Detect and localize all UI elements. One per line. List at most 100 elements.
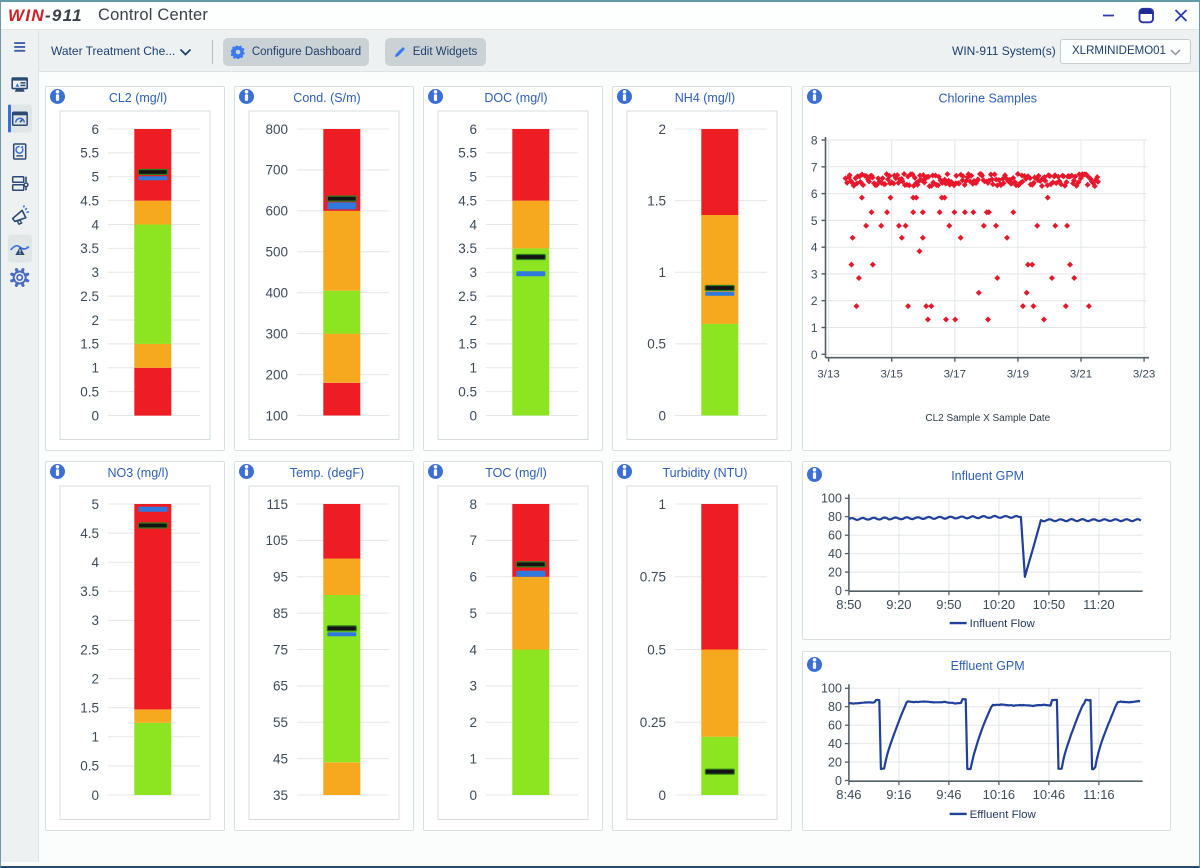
svg-text:5: 5 — [470, 606, 478, 621]
svg-text:2: 2 — [91, 312, 99, 327]
svg-text:600: 600 — [265, 203, 288, 218]
svg-text:1: 1 — [659, 496, 667, 511]
svg-text:Turbidity (NTU): Turbidity (NTU) — [663, 466, 748, 480]
svg-text:11:20: 11:20 — [1083, 597, 1115, 612]
svg-text:0: 0 — [835, 774, 842, 788]
svg-text:3: 3 — [470, 678, 478, 693]
svg-text:0: 0 — [470, 408, 478, 423]
svg-text:4.5: 4.5 — [458, 193, 477, 208]
svg-text:7: 7 — [470, 533, 478, 548]
svg-text:75: 75 — [273, 642, 288, 657]
svg-text:NH4 (mg/l): NH4 (mg/l) — [675, 91, 735, 105]
svg-text:1.5: 1.5 — [458, 336, 477, 351]
svg-text:10:46: 10:46 — [1033, 787, 1066, 802]
svg-text:8:46: 8:46 — [836, 787, 861, 802]
svg-text:3.5: 3.5 — [80, 584, 99, 599]
svg-text:2.5: 2.5 — [80, 289, 99, 304]
svg-text:20: 20 — [828, 565, 842, 579]
svg-text:80: 80 — [828, 700, 842, 714]
svg-text:800: 800 — [265, 121, 288, 136]
svg-text:1: 1 — [659, 265, 667, 280]
svg-text:0: 0 — [470, 787, 478, 802]
svg-text:5: 5 — [91, 169, 99, 184]
svg-text:115: 115 — [266, 496, 288, 511]
svg-text:40: 40 — [828, 737, 842, 751]
svg-text:40: 40 — [828, 547, 842, 561]
svg-text:8:50: 8:50 — [836, 597, 861, 612]
svg-text:1: 1 — [470, 751, 478, 766]
svg-text:3/19: 3/19 — [1006, 368, 1028, 380]
svg-text:3/17: 3/17 — [943, 368, 965, 380]
svg-text:Influent GPM: Influent GPM — [951, 469, 1024, 483]
svg-text:20: 20 — [828, 755, 842, 769]
svg-text:105: 105 — [265, 533, 288, 548]
svg-text:6: 6 — [470, 569, 478, 584]
svg-text:300: 300 — [265, 326, 288, 341]
svg-text:100: 100 — [821, 491, 842, 505]
svg-text:200: 200 — [265, 367, 288, 382]
svg-text:6: 6 — [811, 187, 818, 201]
svg-text:DOC (mg/l): DOC (mg/l) — [484, 91, 547, 105]
svg-text:3.5: 3.5 — [458, 241, 477, 256]
svg-text:4: 4 — [470, 217, 478, 232]
svg-text:6: 6 — [470, 121, 478, 136]
svg-text:0: 0 — [835, 583, 842, 597]
svg-text:3: 3 — [91, 265, 99, 280]
svg-text:4: 4 — [470, 642, 478, 657]
svg-text:2.5: 2.5 — [458, 289, 477, 304]
svg-text:2.5: 2.5 — [80, 642, 99, 657]
svg-text:3: 3 — [470, 265, 478, 280]
svg-text:10:20: 10:20 — [983, 597, 1016, 612]
svg-text:10:50: 10:50 — [1033, 597, 1066, 612]
svg-text:5: 5 — [470, 169, 478, 184]
svg-text:35: 35 — [273, 787, 288, 802]
svg-text:1.5: 1.5 — [80, 336, 99, 351]
svg-text:2: 2 — [91, 671, 99, 686]
svg-text:0.5: 0.5 — [80, 758, 99, 773]
svg-text:0: 0 — [659, 787, 667, 802]
svg-text:4.5: 4.5 — [80, 526, 99, 541]
svg-text:Cond. (S/m): Cond. (S/m) — [293, 91, 360, 105]
svg-text:0.5: 0.5 — [648, 336, 667, 351]
svg-text:55: 55 — [273, 715, 288, 730]
svg-text:65: 65 — [273, 678, 288, 693]
svg-text:0.25: 0.25 — [640, 715, 666, 730]
svg-text:60: 60 — [828, 528, 842, 542]
svg-text:3: 3 — [91, 613, 99, 628]
svg-text:100: 100 — [265, 408, 288, 423]
svg-text:45: 45 — [273, 751, 288, 766]
svg-text:85: 85 — [273, 606, 288, 621]
svg-text:4.5: 4.5 — [80, 193, 99, 208]
svg-text:700: 700 — [265, 162, 288, 177]
svg-text:8: 8 — [470, 496, 478, 511]
svg-text:2: 2 — [470, 715, 478, 730]
svg-text:10:16: 10:16 — [983, 787, 1016, 802]
svg-text:0: 0 — [91, 787, 99, 802]
svg-text:0: 0 — [91, 408, 99, 423]
svg-text:9:46: 9:46 — [936, 787, 961, 802]
svg-text:1: 1 — [811, 321, 818, 335]
svg-text:1: 1 — [91, 360, 99, 375]
svg-text:CL2 (mg/l): CL2 (mg/l) — [108, 91, 166, 105]
svg-text:6: 6 — [91, 121, 99, 136]
svg-text:80: 80 — [828, 510, 842, 524]
svg-text:8: 8 — [811, 133, 818, 147]
svg-text:400: 400 — [265, 285, 288, 300]
svg-text:4: 4 — [811, 240, 818, 254]
svg-text:4: 4 — [91, 555, 99, 570]
svg-text:3.5: 3.5 — [80, 241, 99, 256]
svg-text:0: 0 — [811, 347, 818, 361]
svg-text:Influent Flow: Influent Flow — [970, 618, 1036, 630]
svg-text:0.5: 0.5 — [458, 384, 477, 399]
svg-text:2: 2 — [659, 121, 667, 136]
svg-text:60: 60 — [828, 718, 842, 732]
svg-text:3/15: 3/15 — [880, 368, 902, 380]
svg-text:95: 95 — [273, 569, 288, 584]
svg-text:Temp. (degF): Temp. (degF) — [290, 466, 364, 480]
svg-text:500: 500 — [265, 244, 288, 259]
svg-text:7: 7 — [811, 160, 818, 174]
svg-text:5.5: 5.5 — [458, 145, 477, 160]
svg-text:Effluent Flow: Effluent Flow — [970, 809, 1037, 821]
svg-text:Chlorine Samples: Chlorine Samples — [938, 91, 1037, 105]
svg-text:9:20: 9:20 — [886, 597, 911, 612]
